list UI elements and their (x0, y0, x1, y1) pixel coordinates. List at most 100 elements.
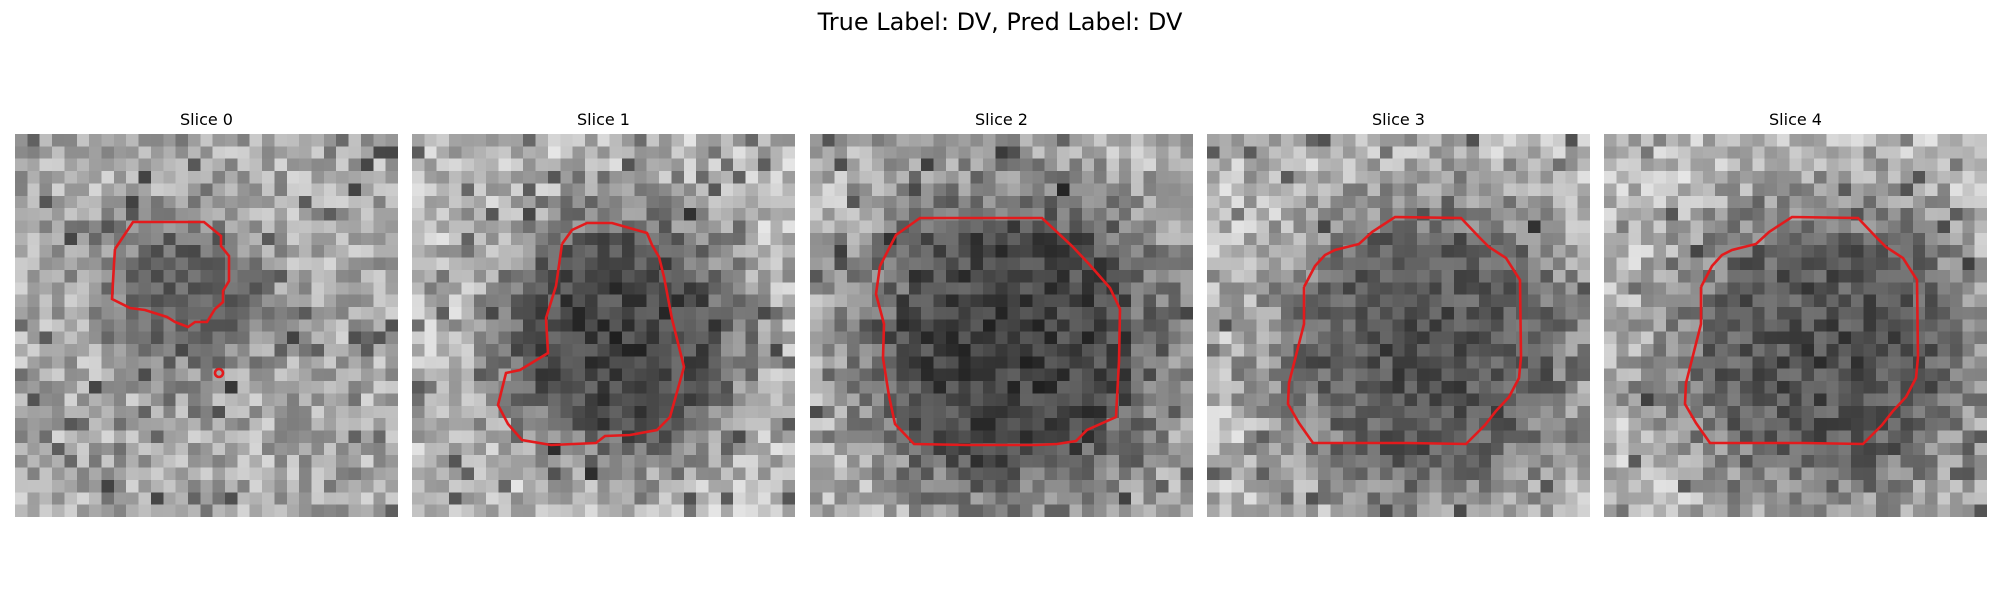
image-pixel (1181, 319, 1193, 332)
image-pixel (1232, 146, 1245, 159)
image-pixel (324, 196, 337, 209)
image-pixel (1144, 418, 1157, 431)
image-pixel (461, 369, 474, 382)
image-pixel (324, 220, 337, 233)
image-pixel (958, 282, 971, 295)
image-pixel (573, 455, 586, 468)
image-pixel (1541, 443, 1554, 456)
image-pixel (52, 171, 65, 184)
image-pixel (1466, 344, 1479, 357)
image-pixel (934, 431, 947, 444)
image-pixel (548, 356, 561, 369)
image-pixel (822, 233, 835, 246)
image-pixel (486, 431, 499, 444)
image-pixel (835, 233, 848, 246)
image-pixel (1491, 196, 1504, 209)
image-pixel (274, 196, 287, 209)
image-pixel (1491, 431, 1504, 444)
image-pixel (1863, 381, 1876, 394)
image-pixel (1553, 270, 1566, 283)
image-pixel (770, 356, 783, 369)
image-pixel (835, 492, 848, 505)
image-pixel (622, 505, 635, 517)
image-pixel (610, 134, 623, 147)
image-pixel (995, 146, 1008, 159)
image-pixel (1045, 270, 1058, 283)
image-pixel (437, 258, 450, 271)
image-pixel (1405, 258, 1418, 271)
image-pixel (684, 258, 697, 271)
image-pixel (386, 208, 398, 221)
image-pixel (1839, 270, 1852, 283)
image-pixel (1802, 381, 1815, 394)
image-pixel (1429, 270, 1442, 283)
image-pixel (1541, 431, 1554, 444)
image-pixel (1888, 171, 1901, 184)
image-pixel (1454, 431, 1467, 444)
image-pixel (486, 258, 499, 271)
image-pixel (1306, 146, 1319, 159)
image-pixel (250, 134, 263, 147)
image-pixel (1678, 455, 1691, 468)
image-pixel (896, 196, 909, 209)
image-pixel (872, 492, 885, 505)
image-pixel (1168, 159, 1181, 172)
image-pixel (1466, 480, 1479, 493)
image-pixel (770, 183, 783, 196)
image-pixel (684, 480, 697, 493)
image-pixel (548, 220, 561, 233)
image-pixel (324, 208, 337, 221)
image-pixel (1876, 307, 1889, 320)
image-pixel (126, 183, 139, 196)
image-pixel (324, 258, 337, 271)
image-pixel (1131, 183, 1144, 196)
image-pixel (983, 418, 996, 431)
image-pixel (139, 134, 152, 147)
image-pixel (909, 319, 922, 332)
image-pixel (822, 171, 835, 184)
image-pixel (597, 183, 610, 196)
image-pixel (971, 369, 984, 382)
image-pixel (1107, 431, 1120, 444)
image-pixel (1082, 393, 1095, 406)
image-pixel (1925, 369, 1938, 382)
image-pixel (1069, 418, 1082, 431)
image-pixel (921, 270, 934, 283)
image-pixel (139, 393, 152, 406)
image-pixel (1950, 196, 1963, 209)
image-pixel (696, 208, 709, 221)
image-pixel (324, 492, 337, 505)
image-pixel (287, 332, 300, 345)
image-pixel (287, 369, 300, 382)
image-pixel (1950, 356, 1963, 369)
image-pixel (709, 171, 722, 184)
image-pixel (126, 258, 139, 271)
image-pixel (659, 146, 672, 159)
image-pixel (1826, 393, 1839, 406)
image-pixel (1565, 233, 1578, 246)
image-pixel (958, 344, 971, 357)
image-pixel (1343, 134, 1356, 147)
image-pixel (424, 171, 437, 184)
image-pixel (1913, 443, 1926, 456)
image-pixel (386, 233, 398, 246)
image-pixel (1876, 443, 1889, 456)
image-pixel (560, 369, 573, 382)
image-pixel (1454, 505, 1467, 517)
image-pixel (822, 344, 835, 357)
image-pixel (1653, 356, 1666, 369)
image-pixel (511, 468, 524, 481)
image-pixel (1008, 220, 1021, 233)
image-pixel (696, 307, 709, 320)
image-pixel (1057, 258, 1070, 271)
image-pixel (151, 258, 164, 271)
image-pixel (40, 455, 53, 468)
image-pixel (1666, 468, 1679, 481)
image-pixel (721, 431, 734, 444)
image-pixel (27, 134, 40, 147)
image-pixel (474, 146, 487, 159)
image-pixel (1641, 245, 1654, 258)
image-pixel (237, 307, 250, 320)
image-pixel (1045, 319, 1058, 332)
image-pixel (200, 455, 213, 468)
